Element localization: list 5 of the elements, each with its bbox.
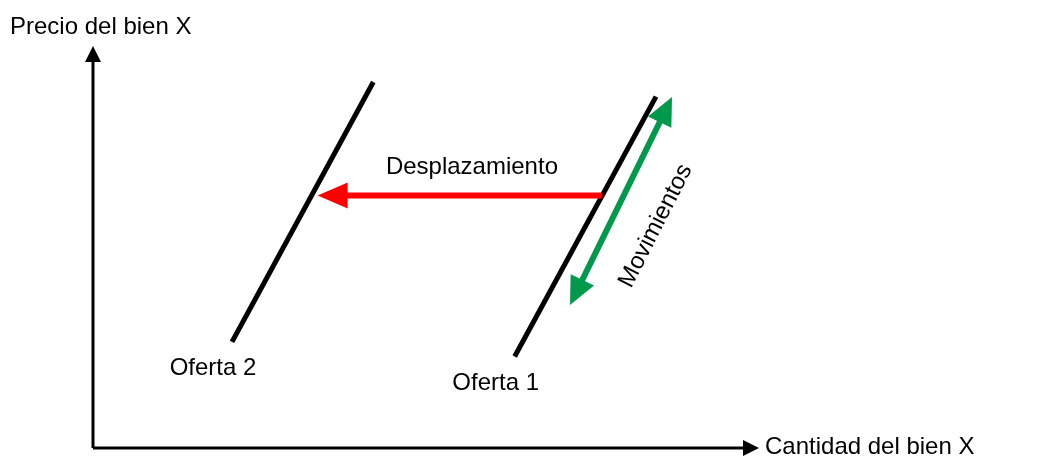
annotation: Desplazamiento [385,151,558,179]
x-axis-title: Cantidad del bien X [765,432,975,460]
y-axis-title: Precio del bien X [10,12,192,40]
series-label: Oferta 2 [169,353,257,381]
series-label: Oferta 1 [452,367,540,395]
